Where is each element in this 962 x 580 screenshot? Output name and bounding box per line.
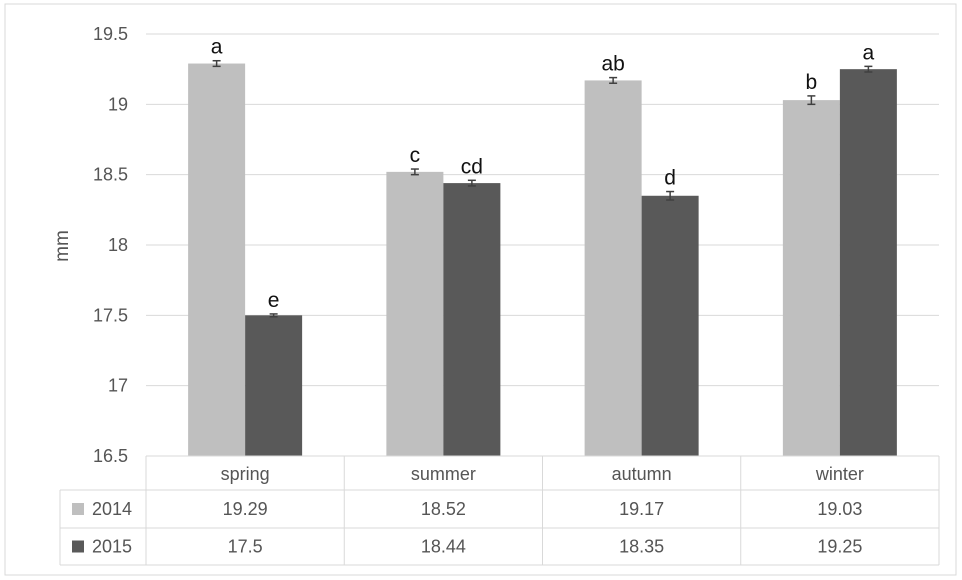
bar-2015-winter xyxy=(839,69,897,457)
bar-2014-winter xyxy=(782,100,840,456)
data-table-value: 18.52 xyxy=(421,499,466,519)
data-table-value: 19.03 xyxy=(817,499,862,519)
y-tick-label: 18 xyxy=(108,235,128,255)
bar-2015-spring xyxy=(245,315,303,456)
bar-2015-summer xyxy=(443,183,501,456)
y-axis-title: mm xyxy=(52,230,73,262)
data-table-value: 17.5 xyxy=(228,537,263,557)
x-category-label: spring xyxy=(221,464,270,484)
data-table: spring summer autumn winter 2014 19.29 18.52 19… xyxy=(59,455,940,566)
significance-letter: cd xyxy=(461,155,483,178)
data-table-value: 19.17 xyxy=(619,499,664,519)
x-category-label: winter xyxy=(815,464,864,484)
y-tick-label: 19 xyxy=(108,94,128,114)
legend-label: 2014 xyxy=(92,499,132,519)
legend-swatch-2014 xyxy=(72,503,84,515)
bars xyxy=(188,63,897,457)
bar-2015-autumn xyxy=(641,195,699,456)
y-tick-label: 18.5 xyxy=(93,165,128,185)
y-tick-label: 16.5 xyxy=(93,446,128,466)
legend-label: 2015 xyxy=(92,537,132,557)
significance-labels: a c ab b e cd d a xyxy=(211,36,875,312)
significance-letter: c xyxy=(410,144,421,167)
significance-letter: b xyxy=(806,71,818,94)
y-tick-labels: 16.5 17 17.5 18 18.5 19 19.5 xyxy=(93,24,128,466)
bar-2014-spring xyxy=(188,63,246,456)
significance-letter: ab xyxy=(601,53,624,76)
data-table-value: 19.29 xyxy=(223,499,268,519)
x-category-label: summer xyxy=(411,464,476,484)
legend-swatch-2015 xyxy=(72,540,84,553)
data-table-value: 18.35 xyxy=(619,537,664,557)
x-category-label: autumn xyxy=(612,464,672,484)
data-table-value: 19.25 xyxy=(817,537,862,557)
y-tick-label: 17.5 xyxy=(93,305,128,325)
bar-2014-autumn xyxy=(584,80,642,457)
significance-letter: a xyxy=(211,36,223,59)
y-tick-label: 17 xyxy=(108,376,128,396)
significance-letter: a xyxy=(863,41,875,64)
significance-letter: e xyxy=(268,289,280,312)
bar-2014-summer xyxy=(386,171,444,456)
error-bars xyxy=(212,59,873,318)
significance-letter: d xyxy=(664,167,676,190)
y-tick-label: 19.5 xyxy=(93,24,128,44)
data-table-value: 18.44 xyxy=(421,537,466,557)
